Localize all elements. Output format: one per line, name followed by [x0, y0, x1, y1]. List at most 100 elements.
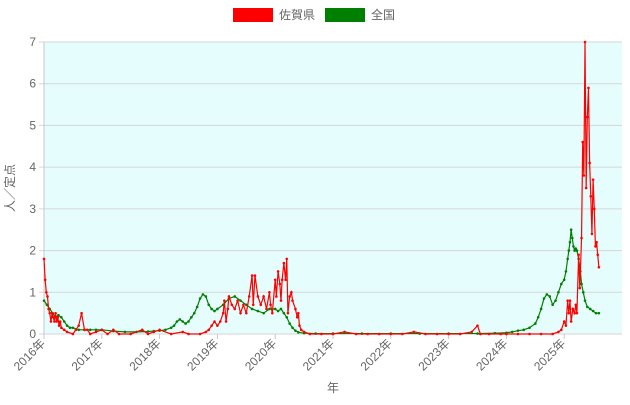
y-tick-label: 2 [29, 244, 36, 258]
data-point [570, 236, 574, 240]
data-point [245, 303, 248, 307]
data-point [575, 249, 579, 252]
data-point [562, 278, 566, 282]
data-point [278, 282, 282, 286]
data-point [51, 316, 55, 319]
data-point [65, 324, 69, 327]
data-point [554, 299, 557, 302]
x-tick-label: 2016年 [11, 336, 48, 373]
data-point [588, 307, 592, 311]
data-point [245, 311, 248, 315]
data-point [233, 295, 237, 298]
data-point [308, 332, 312, 336]
data-point [273, 278, 277, 282]
data-point [542, 297, 546, 300]
x-tick-label: 2025年 [531, 336, 568, 373]
data-point [112, 328, 115, 332]
data-point [198, 297, 202, 300]
data-point [190, 316, 193, 319]
data-point [275, 295, 278, 298]
data-point [586, 305, 589, 309]
data-point [294, 329, 297, 332]
data-point [572, 245, 575, 248]
data-point [50, 311, 54, 315]
data-point [571, 307, 575, 311]
y-axis-ticks: 0 1 2 3 4 5 6 7 [29, 35, 36, 341]
data-point [239, 311, 242, 315]
data-point [294, 307, 297, 311]
data-point [146, 330, 150, 333]
data-point [201, 293, 205, 296]
data-point [458, 332, 462, 336]
legend-swatch-saga [233, 8, 273, 22]
data-point [242, 303, 245, 307]
data-point [586, 115, 589, 119]
data-point [470, 330, 474, 334]
data-point [578, 286, 582, 290]
data-point [566, 299, 569, 302]
data-point [539, 307, 543, 311]
y-tick-label: 4 [29, 160, 36, 174]
data-point [204, 295, 208, 298]
data-point [573, 249, 576, 252]
data-point [250, 307, 254, 311]
data-point [564, 270, 568, 273]
data-point [588, 161, 591, 165]
data-point [250, 274, 254, 277]
data-point [591, 178, 595, 181]
data-point [569, 320, 573, 323]
data-point [435, 332, 439, 336]
x-tick-label: 2023年 [415, 336, 452, 373]
data-point [291, 326, 294, 330]
data-point [424, 332, 427, 336]
data-point [285, 257, 289, 261]
data-point [286, 311, 290, 315]
data-point [80, 311, 83, 315]
data-point [268, 290, 271, 294]
data-point [106, 332, 109, 336]
data-point [276, 270, 280, 273]
grid [39, 41, 622, 339]
data-point [569, 228, 573, 232]
x-tick-label: 2021年 [300, 336, 337, 373]
data-point [158, 328, 161, 332]
data-point [86, 328, 89, 332]
data-point [594, 311, 598, 315]
data-point [42, 257, 46, 261]
data-point [510, 330, 514, 334]
data-point [129, 332, 132, 336]
data-point [60, 316, 63, 319]
series-layer [42, 40, 601, 336]
data-point [545, 293, 549, 296]
data-point [48, 311, 52, 315]
data-point [83, 328, 86, 332]
data-point [591, 309, 595, 313]
data-point [57, 324, 61, 327]
data-point [62, 320, 66, 323]
data-point [216, 324, 219, 327]
data-point [590, 232, 594, 236]
data-point [187, 332, 190, 336]
data-point [401, 332, 404, 336]
data-point [256, 295, 260, 298]
data-point [269, 303, 272, 307]
data-point [54, 311, 57, 315]
data-point [169, 332, 173, 336]
data-point [207, 328, 211, 332]
data-point [320, 332, 323, 336]
legend-label-national: 全国 [371, 7, 395, 22]
data-point [487, 332, 491, 336]
y-tick-label: 1 [29, 285, 36, 299]
x-tick-label: 2018年 [126, 336, 163, 373]
data-point [117, 332, 121, 336]
data-point [522, 328, 526, 332]
data-point [265, 307, 268, 311]
data-point [88, 332, 92, 336]
x-tick-label: 2017年 [69, 336, 106, 373]
data-point [299, 328, 303, 332]
data-point [581, 290, 585, 294]
data-point [213, 309, 216, 313]
data-point [74, 328, 78, 332]
data-point [256, 309, 260, 313]
